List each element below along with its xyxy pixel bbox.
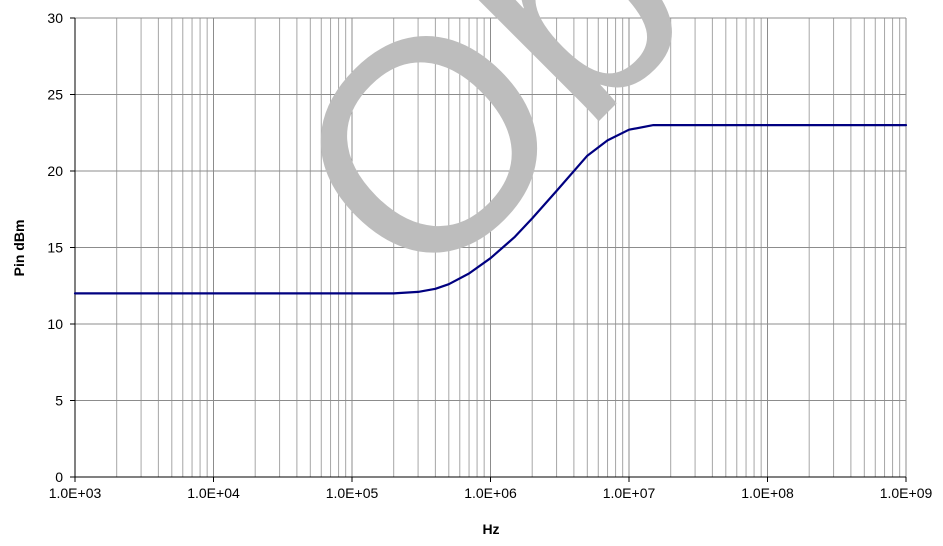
x-axis-title: Hz (482, 521, 499, 537)
y-tick-label: 30 (47, 10, 63, 26)
y-tick-label: 5 (55, 393, 63, 409)
x-tick-label: 1.0E+06 (464, 485, 517, 501)
x-tick-label: 1.0E+03 (49, 485, 102, 501)
y-tick-label: 0 (55, 469, 63, 485)
x-tick-label: 1.0E+05 (326, 485, 379, 501)
y-axis-title: Pin dBm (11, 220, 27, 277)
y-tick-label: 10 (47, 316, 63, 332)
y-tick-label: 25 (47, 87, 63, 103)
x-tick-label: 1.0E+08 (741, 485, 794, 501)
x-tick-labels: 1.0E+03 1.0E+04 1.0E+05 1.0E+06 1.0E+07 1.0E+… (49, 485, 933, 501)
x-tick-label: 1.0E+07 (603, 485, 656, 501)
y-tick-label: 20 (47, 163, 63, 179)
y-tick-label: 15 (47, 240, 63, 256)
x-tick-label: 1.0E+09 (880, 485, 933, 501)
x-tick-label: 1.0E+04 (187, 485, 240, 501)
y-tick-labels: 0 5 10 15 20 25 30 (47, 10, 63, 485)
